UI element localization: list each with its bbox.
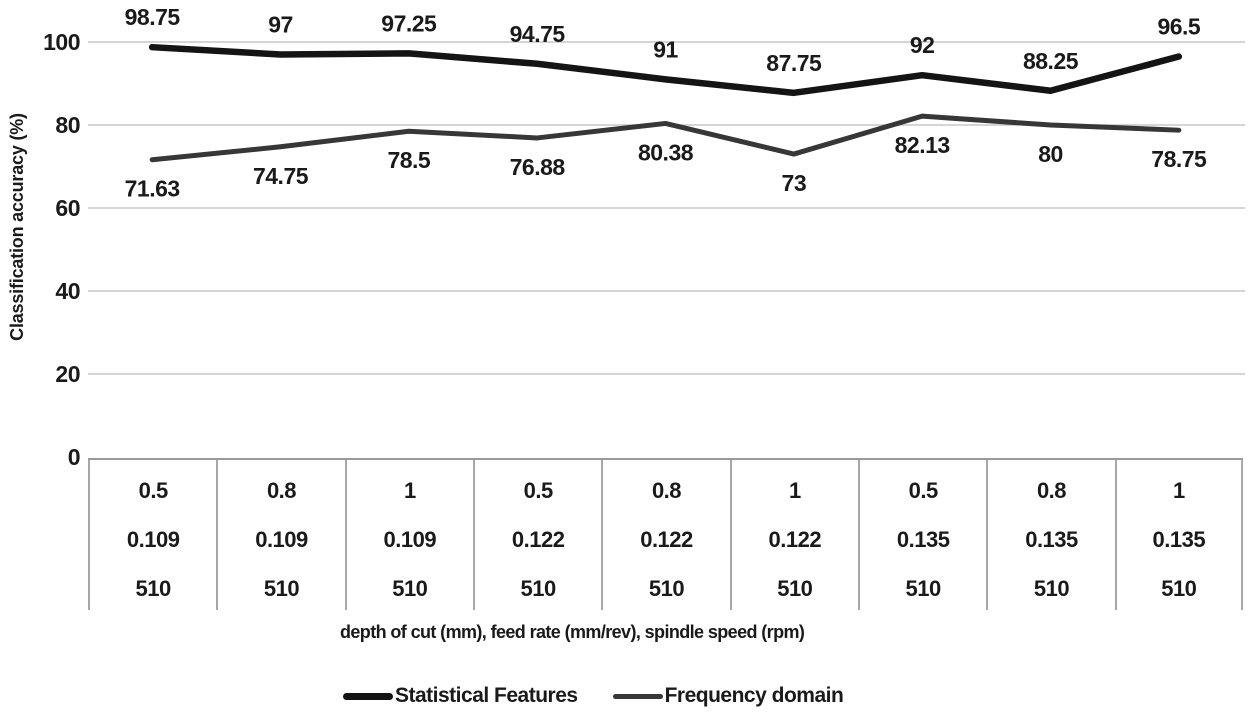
y-tick-label-80: 80 <box>55 112 80 138</box>
x-category-value: 0.122 <box>768 527 822 552</box>
x-category-cell: 1 0.135 510 <box>1114 460 1243 610</box>
x-category-cell: 1 0.122 510 <box>729 460 858 610</box>
data-label-frequency-domain: 73 <box>782 170 807 196</box>
x-category-value: 0.5 <box>138 478 169 503</box>
data-label-statistical-features: 87.75 <box>766 50 822 76</box>
x-category-value: 0.8 <box>651 478 682 503</box>
x-category-value: 0.122 <box>511 527 565 552</box>
x-category-value: 1 <box>1172 478 1185 503</box>
x-category-cell: 0.5 0.135 510 <box>857 460 986 610</box>
data-label-frequency-domain: 76.88 <box>510 154 566 180</box>
data-label-frequency-domain: 71.63 <box>125 176 180 202</box>
x-category-value: 510 <box>392 576 428 601</box>
data-label-statistical-features: 96.5 <box>1157 14 1200 40</box>
chart-plot-area: 0 20 40 60 80 100 98.75 97 97.25 94.75 91 87.75 92 88… <box>43 4 1245 470</box>
x-category-value: 510 <box>135 576 172 601</box>
x-category-cell: 0.5 0.109 510 <box>88 460 216 610</box>
x-category-value: 510 <box>648 576 685 601</box>
data-label-frequency-domain: 74.75 <box>253 163 309 189</box>
y-tick-label-0: 0 <box>68 444 80 470</box>
x-category-value: 1 <box>788 478 801 503</box>
y-axis-title: Classification accuracy (%) <box>7 113 27 341</box>
data-label-statistical-features: 97.25 <box>381 10 437 36</box>
series-line-statistical-features <box>148 43 1183 97</box>
x-category-value: 510 <box>905 576 942 601</box>
x-category-value: 510 <box>1033 576 1070 601</box>
data-label-statistical-features: 98.75 <box>125 4 181 30</box>
x-category-cell: 0.8 0.135 510 <box>986 460 1114 610</box>
y-tick-label-20: 20 <box>55 361 80 387</box>
x-category-value: 0.135 <box>1152 527 1206 552</box>
data-label-frequency-domain: 78.75 <box>1151 146 1207 172</box>
x-category-value: 0.109 <box>255 527 308 552</box>
chart-legend: Statistical Features Frequency domain <box>343 684 844 708</box>
x-category-value: 0.5 <box>523 478 554 503</box>
x-category-cell: 1 0.109 510 <box>344 460 473 610</box>
x-category-value: 510 <box>520 576 557 601</box>
data-label-statistical-features: 97 <box>268 11 293 37</box>
legend-item-frequency-domain: Frequency domain <box>612 684 844 708</box>
x-category-value: 0.5 <box>908 478 939 503</box>
x-category-cell: 0.8 0.122 510 <box>601 460 729 610</box>
data-label-statistical-features: 91 <box>653 36 678 62</box>
x-category-value: 0.8 <box>266 478 297 503</box>
series-line-frequency-domain <box>149 113 1182 163</box>
legend-item-statistical-features: Statistical Features <box>343 684 578 708</box>
legend-label: Frequency domain <box>664 684 844 707</box>
data-label-frequency-domain: 80 <box>1038 141 1063 167</box>
legend-line-marker-statistical-features <box>343 692 393 700</box>
x-category-value: 0.135 <box>1025 527 1078 552</box>
x-category-value: 0.122 <box>640 527 693 552</box>
y-tick-label-40: 40 <box>55 278 80 304</box>
x-category-value: 0.135 <box>896 527 950 552</box>
x-category-value: 510 <box>777 576 813 601</box>
legend-line-marker-frequency-domain <box>612 693 663 699</box>
y-tick-label-100: 100 <box>43 29 80 55</box>
x-axis-title: depth of cut (mm), feed rate (mm/rev), s… <box>340 622 805 642</box>
data-label-statistical-features: 94.75 <box>510 21 566 47</box>
x-category-cell: 0.5 0.122 510 <box>472 460 601 610</box>
x-category-value: 0.8 <box>1036 478 1067 503</box>
data-label-frequency-domain: 82.13 <box>895 132 950 158</box>
x-category-value: 510 <box>1161 576 1197 601</box>
x-category-value: 1 <box>403 478 416 503</box>
y-tick-label-60: 60 <box>55 195 80 221</box>
x-category-cell: 0.8 0.109 510 <box>216 460 344 610</box>
x-axis-category-table: 0.5 0.109 510 0.8 0.109 510 1 0.109 510 0.5 0.122 5… <box>88 458 1243 610</box>
data-label-frequency-domain: 80.38 <box>638 139 694 165</box>
legend-label: Statistical Features <box>395 684 578 707</box>
data-label-statistical-features: 92 <box>910 32 935 58</box>
data-label-frequency-domain: 78.5 <box>387 147 430 173</box>
data-label-statistical-features: 88.25 <box>1023 48 1079 74</box>
x-category-value: 510 <box>263 576 300 601</box>
x-category-value: 0.109 <box>383 527 437 552</box>
x-category-value: 0.109 <box>126 527 180 552</box>
